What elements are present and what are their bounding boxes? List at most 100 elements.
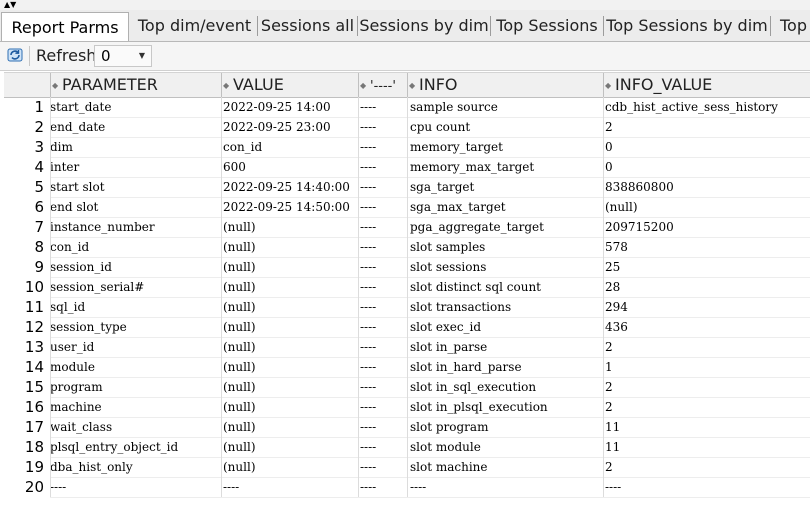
cell-parameter[interactable]: end_date [50,120,106,134]
cell-separator[interactable]: ---- [360,440,377,454]
column-header-separator[interactable]: ◆ '----' [358,73,407,97]
cell-parameter[interactable]: dim [50,140,73,154]
cell-separator[interactable]: ---- [360,400,377,414]
cell-info-value[interactable]: 209715200 [605,220,674,234]
cell-info-value[interactable]: 11 [605,440,621,454]
table-row[interactable]: 3 dim con_id ---- memory_target 0 [4,137,804,157]
cell-value[interactable]: (null) [223,300,256,314]
cell-value[interactable]: (null) [223,360,256,374]
cell-info-value[interactable]: 2 [605,400,613,414]
cell-value[interactable]: (null) [223,400,256,414]
cell-separator[interactable]: ---- [360,160,377,174]
cell-value[interactable]: (null) [223,220,256,234]
cell-info[interactable]: slot in_parse [410,340,488,354]
refresh-select[interactable]: 0 ▼ [94,45,152,67]
cell-separator[interactable]: ---- [360,300,377,314]
cell-parameter[interactable]: user_id [50,340,95,354]
cell-value[interactable]: (null) [223,340,256,354]
table-row[interactable]: 8 con_id (null) ---- slot samples 578 [4,237,804,257]
column-header-info-value[interactable]: ◆ INFO_VALUE [603,73,810,97]
tab-sessions-all[interactable]: Sessions all [258,16,358,36]
cell-separator[interactable]: ---- [360,320,377,334]
collapse-arrows-icon[interactable]: ▲▼ [4,0,17,9]
cell-value[interactable]: 2022-09-25 14:50:00 [223,200,350,214]
cell-info[interactable]: slot samples [410,240,486,254]
cell-info-value[interactable]: 25 [605,260,621,274]
table-row[interactable]: 1 start_date 2022-09-25 14:00 ---- sample so… [4,97,804,117]
cell-parameter[interactable]: session_serial# [50,280,145,294]
cell-parameter[interactable]: session_type [50,320,127,334]
cell-value[interactable]: (null) [223,320,256,334]
cell-parameter[interactable]: sql_id [50,300,86,314]
cell-parameter[interactable]: con_id [50,240,90,254]
cell-parameter[interactable]: program [50,380,103,394]
cell-separator[interactable]: ---- [360,260,377,274]
table-row[interactable]: 11 sql_id (null) ---- slot transactions 294 [4,297,804,317]
cell-info-value[interactable]: 0 [605,160,613,174]
table-row[interactable]: 4 inter 600 ---- memory_max_target 0 [4,157,804,177]
cell-value[interactable]: (null) [223,260,256,274]
cell-info-value[interactable]: 294 [605,300,628,314]
table-row[interactable]: 6 end slot 2022-09-25 14:50:00 ---- sga_max_… [4,197,804,217]
column-header-value[interactable]: ◆ VALUE [221,73,358,97]
cell-value[interactable]: 600 [223,160,246,174]
cell-separator[interactable]: ---- [360,140,377,154]
cell-info-value[interactable]: 28 [605,280,621,294]
cell-parameter[interactable]: inter [50,160,80,174]
cell-info[interactable]: pga_aggregate_target [410,220,544,234]
refresh-icon[interactable] [7,47,23,63]
table-row[interactable]: 17 wait_class (null) ---- slot program 11 [4,417,804,437]
cell-parameter[interactable]: session_id [50,260,112,274]
cell-parameter[interactable]: dba_hist_only [50,460,133,474]
cell-separator[interactable]: ---- [360,280,377,294]
cell-value[interactable]: 2022-09-25 23:00 [223,120,331,134]
cell-separator[interactable]: ---- [360,220,377,234]
cell-info[interactable]: ---- [410,480,427,494]
cell-info[interactable]: slot program [410,420,489,434]
cell-info[interactable]: sga_max_target [410,200,506,214]
cell-separator[interactable]: ---- [360,380,377,394]
tab-top-sessions-by-dim[interactable]: Top Sessions by dim [604,16,771,36]
cell-info[interactable]: slot exec_id [410,320,482,334]
cell-separator[interactable]: ---- [360,200,377,214]
cell-info[interactable]: slot in_plsql_execution [410,400,548,414]
cell-info-value[interactable]: 1 [605,360,613,374]
cell-info[interactable]: sample source [410,100,498,114]
cell-separator[interactable]: ---- [360,100,377,114]
cell-parameter[interactable]: machine [50,400,102,414]
cell-parameter[interactable]: ---- [50,480,67,494]
cell-parameter[interactable]: instance_number [50,220,155,234]
cell-info[interactable]: sga_target [410,180,475,194]
table-row[interactable]: 9 session_id (null) ---- slot sessions 25 [4,257,804,277]
cell-info-value[interactable]: 11 [605,420,621,434]
cell-info-value[interactable]: 838860800 [605,180,674,194]
cell-separator[interactable]: ---- [360,480,377,494]
table-row[interactable]: 19 dba_hist_only (null) ---- slot machine 2 [4,457,804,477]
cell-info[interactable]: slot module [410,440,481,454]
cell-value[interactable]: 2022-09-25 14:00 [223,100,331,114]
column-header-info[interactable]: ◆ INFO [407,73,603,97]
table-row[interactable]: 14 module (null) ---- slot in_hard_parse 1 [4,357,804,377]
cell-info[interactable]: memory_max_target [410,160,535,174]
cell-info-value[interactable]: 436 [605,320,628,334]
tab-top-truncated[interactable]: Top [780,16,807,35]
tab-sessions-by-dim[interactable]: Sessions by dim [358,16,491,36]
cell-info-value[interactable]: 2 [605,120,613,134]
cell-info[interactable]: slot in_sql_execution [410,380,537,394]
cell-value[interactable]: ---- [223,480,240,494]
table-row[interactable]: 12 session_type (null) ---- slot exec_id 436 [4,317,804,337]
cell-value[interactable]: con_id [223,140,263,154]
tab-top-sessions[interactable]: Top Sessions [491,16,604,36]
tab-report-parms[interactable]: Report Parms [1,12,129,41]
table-row[interactable]: 20 ---- ---- ---- ---- ---- [4,477,804,497]
cell-separator[interactable]: ---- [360,360,377,374]
table-row[interactable]: 10 session_serial# (null) ---- slot distinct… [4,277,804,297]
cell-parameter[interactable]: start_date [50,100,112,114]
cell-info[interactable]: slot machine [410,460,488,474]
cell-value[interactable]: (null) [223,440,256,454]
column-header-parameter[interactable]: ◆ PARAMETER [50,73,221,97]
cell-parameter[interactable]: wait_class [50,420,113,434]
cell-separator[interactable]: ---- [360,420,377,434]
cell-info[interactable]: memory_target [410,140,503,154]
cell-separator[interactable]: ---- [360,180,377,194]
